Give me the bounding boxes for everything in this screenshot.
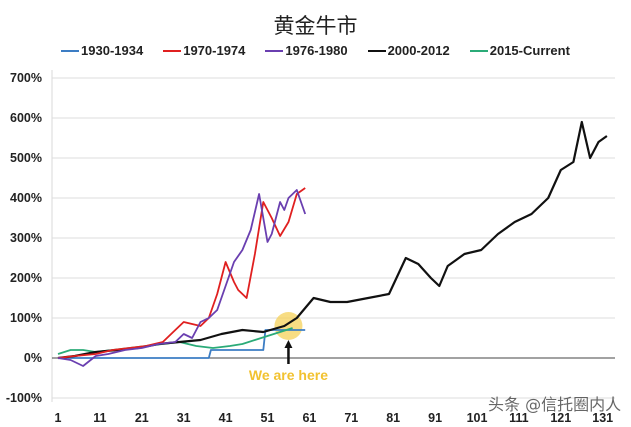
legend-swatch <box>367 49 386 52</box>
x-tick-label: 101 <box>467 411 488 425</box>
x-tick-label: 41 <box>219 411 233 425</box>
y-tick-label: 400% <box>10 191 42 205</box>
arrow-head-icon <box>284 340 293 348</box>
legend-swatch <box>163 49 182 52</box>
annotation-we-are-here: We are here <box>249 367 328 383</box>
legend-label: 1930-1934 <box>81 43 144 58</box>
series-line-1970-1974 <box>57 187 306 359</box>
y-tick-label: -100% <box>6 391 42 405</box>
x-tick-label: 81 <box>386 411 400 425</box>
y-tick-label: 200% <box>10 271 42 285</box>
x-tick-label: 11 <box>93 411 106 425</box>
legend-item: 2015-Current <box>469 43 570 58</box>
x-tick-label: 71 <box>344 411 358 425</box>
x-tick-label: 111 <box>509 411 529 425</box>
y-tick-label: 700% <box>10 71 42 85</box>
x-tick-label: 21 <box>135 411 149 425</box>
x-tick-label: 31 <box>177 411 191 425</box>
legend-swatch <box>61 49 80 52</box>
series-line-1976-1980 <box>57 189 307 367</box>
legend-label: 1970-1974 <box>183 43 246 58</box>
y-tick-label: 600% <box>10 111 42 125</box>
chart-title: 黄金牛市 <box>273 14 358 38</box>
legend-item: 1970-1974 <box>163 43 245 58</box>
x-tick-label: 131 <box>592 411 613 425</box>
y-tick-label: 500% <box>10 151 42 165</box>
legend-swatch <box>469 49 488 52</box>
x-tick-label: 1 <box>55 411 62 425</box>
legend-item: 1976-1980 <box>265 43 348 58</box>
series-line-2000-2012 <box>57 120 608 360</box>
legend-label: 2000-2012 <box>387 43 450 58</box>
x-tick-label: 91 <box>428 411 442 425</box>
chart-legend: 1930-1934 1970-1974 1976-1980 2000-2012 2015… <box>0 43 631 58</box>
x-tick-label: 61 <box>302 411 316 425</box>
legend-label: 1976-1980 <box>285 43 348 58</box>
y-tick-label: 0% <box>24 351 42 365</box>
legend-item: 2000-2012 <box>367 43 450 58</box>
legend-label: 2015-Current <box>489 43 570 58</box>
watermark: 头条 @信托圈内人 <box>488 395 621 414</box>
y-tick-label: 300% <box>10 231 42 245</box>
x-tick-label: 51 <box>261 411 275 425</box>
x-tick-label: 121 <box>550 411 571 425</box>
legend-item: 1930-1934 <box>61 43 143 58</box>
y-tick-label: 100% <box>10 311 42 325</box>
legend-swatch <box>265 49 284 52</box>
